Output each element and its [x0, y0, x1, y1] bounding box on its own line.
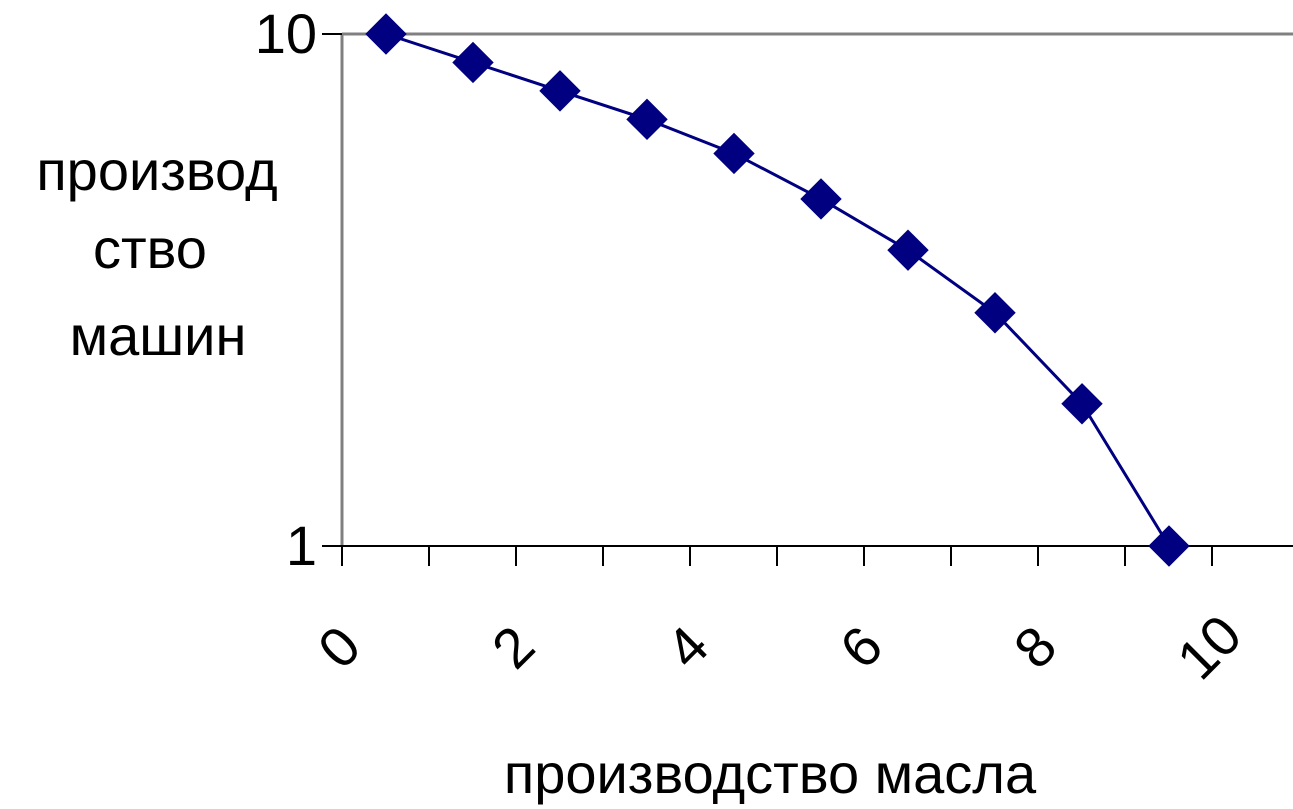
data-point-marker	[800, 178, 842, 220]
x-axis-ticks	[341, 546, 1213, 566]
data-point-marker	[974, 292, 1016, 334]
y-tick-label: 1	[286, 514, 317, 577]
data-point-marker	[365, 13, 407, 55]
y-axis-label-line-3: машин	[70, 304, 247, 367]
y-axis-label-line-2: ство	[93, 217, 207, 280]
series	[365, 13, 1190, 567]
data-point-marker	[626, 98, 668, 141]
x-tick-label: 8	[1002, 614, 1069, 681]
x-tick-label: 6	[828, 614, 895, 681]
x-tick-label: 10	[1165, 603, 1254, 692]
data-point-marker	[452, 41, 494, 84]
data-point-marker	[539, 70, 581, 112]
series-line	[385, 32, 1171, 547]
x-axis-label: производство масла	[504, 742, 1037, 805]
x-tick-label: 4	[654, 614, 721, 681]
data-point-marker	[887, 229, 929, 271]
x-tick-label: 0	[306, 614, 373, 681]
data-point-marker	[713, 132, 755, 175]
data-point-marker	[1148, 525, 1190, 567]
x-axis-tick-labels: 0 2 4 6 8 10	[306, 603, 1254, 692]
y-tick-label: 10	[255, 2, 317, 65]
y-axis-label-line-1: производ	[36, 139, 277, 202]
x-tick-label: 2	[480, 614, 547, 681]
plot-frame	[322, 32, 1293, 547]
y-axis-tick-labels: 1 10	[255, 2, 317, 577]
data-point-marker	[1061, 383, 1103, 425]
